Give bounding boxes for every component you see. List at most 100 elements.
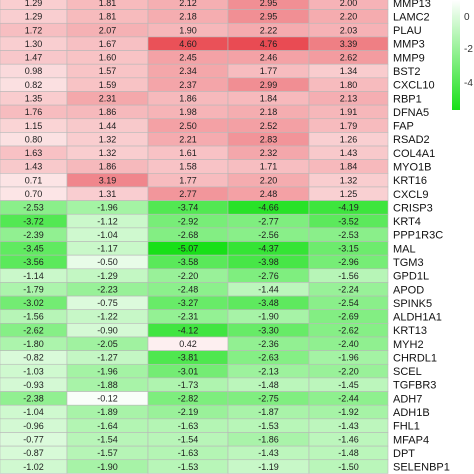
gene-label: SPINK5 — [393, 298, 432, 310]
cell-value-label: 2.95 — [260, 12, 278, 22]
gene-label: BST2 — [393, 66, 421, 78]
cell-value-label: 1.84 — [260, 94, 278, 104]
cell-value-label: -2.62 — [338, 325, 359, 335]
cell-value-label: -1.19 — [258, 462, 279, 472]
gene-label: DFNA5 — [393, 107, 429, 119]
cell-value-label: 2.46 — [260, 53, 278, 63]
cell-value-label: -0.93 — [23, 380, 44, 390]
cell-value-label: -1.80 — [23, 339, 44, 349]
gene-label: MMP9 — [393, 52, 425, 64]
gene-label: TGFBR3 — [393, 380, 436, 392]
cell-value-label: -1.46 — [338, 435, 359, 445]
gene-label: MMP3 — [393, 39, 425, 51]
cell-value-label: 4.60 — [179, 39, 197, 49]
gene-label: KRT13 — [393, 325, 427, 337]
heatmap-cells: 1.29 1.81 2.12 2.95 2.00 1.29 1.81 2.18 2.95 2.20… — [0, 0, 389, 474]
cell-value-label: 2.37 — [179, 80, 197, 90]
cell-value-label: -1.29 — [97, 271, 118, 281]
cell-value-label: 1.77 — [260, 66, 278, 76]
cell-value-label: -3.58 — [178, 257, 199, 267]
cell-value-label: -1.43 — [338, 421, 359, 431]
cell-value-label: 0.71 — [25, 175, 43, 185]
cell-value-label: -1.44 — [258, 284, 279, 294]
gene-label: MMP13 — [393, 0, 431, 10]
cell-value-label: -0.82 — [23, 353, 44, 363]
cell-value-label: -1.63 — [178, 448, 199, 458]
cell-value-label: 2.22 — [260, 25, 278, 35]
gene-label: FHL1 — [393, 421, 420, 433]
cell-value-label: 4.76 — [260, 39, 278, 49]
cell-value-label: -0.50 — [97, 257, 118, 267]
cell-value-label: -1.89 — [97, 407, 118, 417]
cell-value-label: 0.80 — [25, 134, 43, 144]
cell-value-label: -2.31 — [178, 312, 199, 322]
cell-value-label: 2.50 — [179, 121, 197, 131]
gene-label: LAMC2 — [393, 11, 430, 23]
gene-label: PPP1R3C — [393, 230, 443, 242]
cell-value-label: -2.62 — [23, 325, 44, 335]
cell-value-label: -2.40 — [338, 339, 359, 349]
gene-label: MYO1B — [393, 162, 432, 174]
cell-value-label: -2.38 — [23, 394, 44, 404]
cell-value-label: 2.48 — [260, 189, 278, 199]
cell-value-label: -2.69 — [338, 312, 359, 322]
cell-value-label: -3.27 — [178, 298, 199, 308]
cell-value-label: -0.87 — [23, 448, 44, 458]
legend-tick-label: -2 — [464, 44, 473, 55]
cell-value-label: 1.90 — [179, 25, 197, 35]
cell-value-label: -1.54 — [97, 435, 118, 445]
cell-value-label: 1.84 — [340, 162, 358, 172]
cell-value-label: -3.98 — [258, 257, 279, 267]
cell-value-label: 1.29 — [25, 12, 43, 22]
cell-value-label: -2.82 — [178, 394, 199, 404]
color-legend: 0 -2 -4 — [452, 0, 473, 110]
gene-label: RBP1 — [393, 93, 422, 105]
gene-label: CXCL9 — [393, 189, 428, 201]
cell-value-label: 3.19 — [99, 175, 117, 185]
cell-value-label: -4.19 — [338, 203, 359, 213]
cell-value-label: 2.95 — [260, 0, 278, 8]
cell-value-label: -1.73 — [178, 380, 199, 390]
heatmap-cell — [308, 459, 389, 474]
cell-value-label: -1.50 — [338, 462, 359, 472]
cell-value-label: 0.82 — [25, 80, 43, 90]
cell-value-label: -1.64 — [97, 421, 118, 431]
cell-value-label: -1.53 — [178, 462, 199, 472]
cell-value-label: -3.72 — [23, 216, 44, 226]
gene-label: CRISP3 — [393, 202, 433, 214]
cell-value-label: -1.54 — [178, 435, 199, 445]
cell-value-label: -4.66 — [258, 203, 279, 213]
cell-value-label: 2.52 — [260, 121, 278, 131]
gene-label: COL4A1 — [393, 148, 435, 160]
cell-value-label: -1.02 — [23, 462, 44, 472]
cell-value-label: 2.20 — [260, 175, 278, 185]
cell-value-label: -2.76 — [258, 271, 279, 281]
cell-value-label: 1.60 — [99, 53, 117, 63]
cell-value-label: 2.07 — [99, 25, 117, 35]
gene-label: RSAD2 — [393, 134, 430, 146]
cell-value-label: 1.43 — [340, 148, 358, 158]
cell-value-label: -3.02 — [23, 298, 44, 308]
gene-label: KRT16 — [393, 175, 427, 187]
cell-value-label: -1.90 — [258, 312, 279, 322]
legend-tick-label: -4 — [464, 78, 473, 89]
cell-value-label: 1.72 — [25, 25, 43, 35]
cell-value-label: 0.70 — [25, 189, 43, 199]
cell-value-label: -4.12 — [178, 325, 199, 335]
cell-value-label: -1.96 — [97, 366, 118, 376]
gene-label: ADH1B — [393, 407, 430, 419]
cell-value-label: 1.81 — [99, 0, 117, 8]
cell-value-label: 1.98 — [179, 107, 197, 117]
cell-value-label: 1.59 — [99, 80, 117, 90]
cell-value-label: -1.48 — [258, 380, 279, 390]
cell-value-label: -2.36 — [258, 339, 279, 349]
cell-value-label: -2.19 — [178, 407, 199, 417]
cell-value-label: -1.96 — [338, 353, 359, 363]
cell-value-label: 1.44 — [99, 121, 117, 131]
cell-value-label: -1.04 — [97, 230, 118, 240]
cell-value-label: 1.91 — [340, 107, 358, 117]
gene-label: ALDH1A1 — [393, 312, 442, 324]
cell-value-label: 2.34 — [179, 66, 197, 76]
cell-value-label: -1.12 — [97, 216, 118, 226]
cell-value-label: -1.14 — [23, 271, 44, 281]
